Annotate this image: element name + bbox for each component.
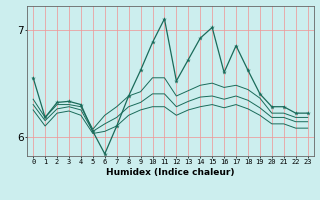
X-axis label: Humidex (Indice chaleur): Humidex (Indice chaleur): [106, 168, 235, 177]
